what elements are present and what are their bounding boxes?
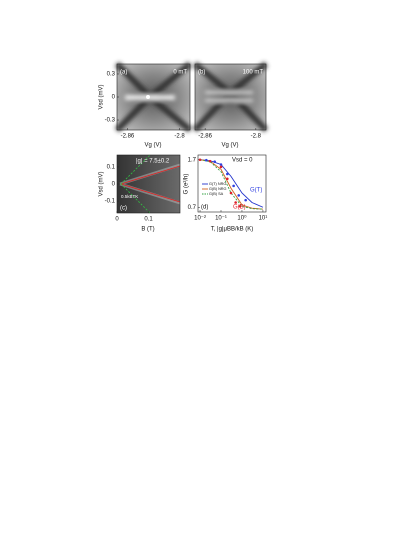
y-tick-label: -0.1 (105, 199, 116, 205)
data-point (198, 158, 202, 162)
x-axis-label: T, |g|μBB/kB (K) (211, 227, 254, 233)
series-label: G(T) (250, 188, 262, 194)
x-tick-label: 10⁰ (237, 215, 247, 222)
y-axis-label: G (e²/h) (184, 174, 190, 195)
panel-a-image (114, 61, 192, 133)
y-tick-label: 0.3 (107, 72, 116, 78)
data-point (244, 198, 247, 202)
x-tick-label: 10¹ (259, 216, 268, 222)
legend-label: G(B) SA (209, 192, 224, 196)
y-tick-label: 0.7 (188, 205, 197, 211)
panel-b-image (192, 61, 269, 133)
panel-c-image (117, 154, 181, 214)
x-tick-label: -2.86 (121, 134, 135, 140)
y-axis-label: Vsd (mV) (99, 171, 105, 196)
data-point (226, 172, 229, 176)
data-point (237, 194, 241, 197)
x-tick-label: 0 (115, 217, 119, 223)
data-point (205, 158, 208, 162)
panel-label: (c) (120, 206, 127, 212)
series-label: G(B) (233, 205, 246, 211)
legend-label: G(B) NRG (209, 187, 227, 191)
annotation: |g| = 7.5±0.2 (136, 159, 170, 165)
y-tick-label: 1.7 (188, 157, 197, 163)
legend-label: G(T) NRG (209, 182, 226, 186)
data-point (219, 163, 223, 166)
x-tick-label: 10⁻¹ (215, 216, 227, 222)
panel-label: (d) (201, 205, 208, 211)
annotation: 0 mT (173, 70, 187, 76)
data-point (219, 165, 223, 169)
x-axis-label: Vg (V) (144, 143, 161, 149)
data-point (229, 191, 233, 195)
x-tick-label: -2.86 (198, 134, 212, 140)
y-tick-label: 0.1 (107, 165, 116, 171)
x-axis-label: Vg (V) (221, 143, 238, 149)
data-point (238, 205, 242, 208)
panel-label: (b) (198, 70, 205, 76)
panel-label: (a) (120, 70, 127, 76)
x-tick-label: 10⁻² (194, 216, 206, 222)
y-tick-label: 0 (112, 95, 116, 101)
data-point (213, 160, 216, 163)
y-tick-label: 0 (112, 182, 116, 188)
data-point (232, 184, 235, 188)
y-tick-label: -0.3 (105, 118, 116, 124)
data-point (234, 201, 237, 204)
x-tick-label: -2.8 (251, 134, 262, 140)
x-axis-label: B (T) (141, 227, 154, 233)
annotation: 100 mT (243, 70, 264, 76)
panel-d-frame (198, 155, 266, 212)
x-tick-label: -2.8 (174, 134, 185, 140)
annotation: Vsd = 0 (232, 158, 253, 164)
annotation: 0.5kBTK (121, 194, 138, 199)
data-point (226, 177, 229, 181)
y-axis-label: Vsd (mV) (99, 84, 105, 109)
x-tick-label: 0.1 (144, 217, 153, 223)
data-point (208, 159, 212, 163)
